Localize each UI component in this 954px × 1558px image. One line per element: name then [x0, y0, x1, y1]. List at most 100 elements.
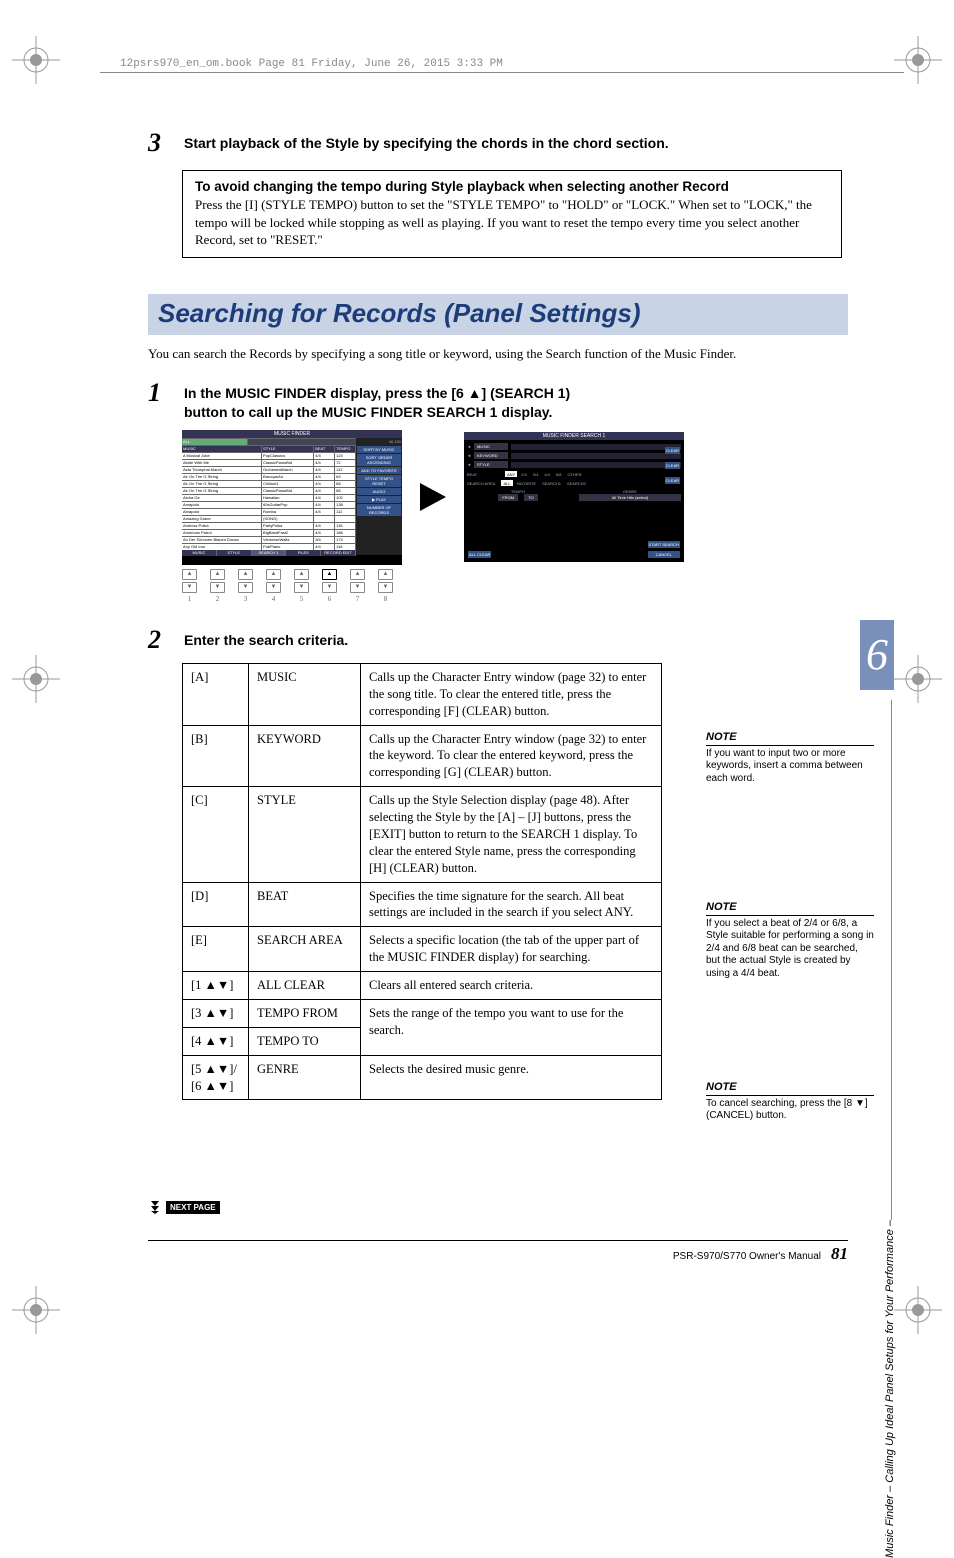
note-box-body: Press the [I] (STYLE TEMPO) button to se… — [195, 196, 829, 249]
bottom-style: STYLE — [217, 550, 252, 556]
criteria-key: [5 ▲▼]/ [6 ▲▼] — [183, 1055, 249, 1100]
reg-mark-bl — [12, 1286, 60, 1334]
criteria-row: [E]SEARCH AREASelects a specific locatio… — [183, 927, 662, 972]
note-title: NOTE — [706, 731, 874, 746]
header-rule — [100, 72, 904, 73]
button-number: 2 — [216, 595, 220, 603]
note-body: If you want to input two or more keyword… — [706, 748, 874, 786]
page-footer: PSR-S970/S770 Owner's Manual 81 — [148, 1244, 848, 1264]
criteria-name: STYLE — [249, 787, 361, 882]
button-number: 3 — [244, 595, 248, 603]
criteria-name: KEYWORD — [249, 725, 361, 787]
criteria-row: [D]BEATSpecifies the time signature for … — [183, 882, 662, 927]
side-note-cancel: NOTE To cancel searching, press the [8 ▼… — [706, 1081, 874, 1123]
criteria-row: [A]MUSICCalls up the Character Entry win… — [183, 663, 662, 725]
criteria-desc: Clears all entered search criteria. — [361, 972, 662, 1000]
criteria-row: [C]STYLECalls up the Style Selection dis… — [183, 787, 662, 882]
table-row: Abide With MeClassicPianoBld4/472 — [182, 459, 356, 466]
display1-title: MUSIC FINDER — [182, 430, 402, 438]
side-button: AUDIO — [357, 488, 401, 495]
beat-label: BEAT — [467, 472, 503, 477]
up-button[interactable]: ▲ — [182, 569, 197, 580]
search-field-music: ◄MUSIC — [467, 443, 681, 450]
down-button[interactable]: ▼ — [350, 582, 365, 593]
col-beat: BEAT — [314, 446, 335, 452]
criteria-desc: Sets the range of the tempo you want to … — [361, 999, 662, 1055]
down-button[interactable]: ▼ — [266, 582, 281, 593]
step-3: 3 Start playback of the Style by specify… — [148, 130, 848, 156]
step-number: 2 — [148, 627, 170, 653]
reg-mark-tl — [12, 36, 60, 84]
col-style: STYLE — [262, 446, 314, 452]
display-row: MUSIC FINDER ALL MUSIC STYLE BEAT TEMPO … — [182, 430, 848, 565]
clear-button: CLEAR — [665, 462, 680, 469]
up-button[interactable]: ▲ — [294, 569, 309, 580]
criteria-key: [4 ▲▼] — [183, 1027, 249, 1055]
criteria-key: [D] — [183, 882, 249, 927]
side-button: ADD TO FAVORITE — [357, 467, 401, 474]
vertical-chapter-label: Music Finder – Calling Up Ideal Panel Se… — [884, 1220, 896, 1558]
genre-value: All Time Hits (select) — [579, 494, 681, 501]
cancel-button: CANCEL — [648, 551, 680, 558]
criteria-key: [B] — [183, 725, 249, 787]
bottom-search: SEARCH 1 — [252, 550, 287, 556]
down-button[interactable]: ▼ — [210, 582, 225, 593]
criteria-key: [1 ▲▼] — [183, 972, 249, 1000]
panel-button-col-7: ▲▼7 — [350, 569, 365, 603]
reg-mark-tr — [894, 36, 942, 84]
down-button[interactable]: ▼ — [294, 582, 309, 593]
panel-button-col-3: ▲ ▼ 3 — [238, 569, 253, 603]
chapter-tab: 6 — [860, 620, 894, 690]
tempo-from: FROM — [498, 494, 518, 501]
area-option: SEARCH2 — [565, 480, 588, 486]
up-button[interactable]: ▲ — [322, 569, 337, 580]
beat-option: 4/4 — [542, 471, 552, 477]
beat-option: 6/8 — [554, 471, 564, 477]
side-button: SORT ORDER ASCENDING — [357, 454, 401, 466]
note-title: NOTE — [706, 901, 874, 916]
step-number: 3 — [148, 130, 170, 156]
up-button[interactable]: ▲ — [238, 569, 253, 580]
side-button: ▶ PLAY — [357, 496, 401, 503]
section-banner: Searching for Records (Panel Settings) — [148, 294, 848, 335]
panel-button-col-5: ▲ ▼ 5 — [294, 569, 309, 603]
table-row: An Der Schonen Blauen DonauVienneseWaltz… — [182, 536, 356, 543]
down-button[interactable]: ▼ — [378, 582, 393, 593]
right-margin-rule — [891, 700, 892, 1220]
table-row: AmapolaRumba4/4112 — [182, 508, 356, 515]
side-note-keyword: NOTE If you want to input two or more ke… — [706, 731, 874, 785]
up-button[interactable]: ▲ — [350, 569, 365, 580]
area-option: FAVORITE — [515, 480, 538, 486]
footer-page-number: 81 — [831, 1244, 848, 1264]
criteria-table: [A]MUSICCalls up the Character Entry win… — [182, 663, 662, 1101]
table-row: American PatrolBigBandFast24/4186 — [182, 529, 356, 536]
print-header: 12psrs970_en_om.book Page 81 Friday, Jun… — [120, 58, 503, 70]
table-row: Amboss PolkaPartyPolka4/4116 — [182, 522, 356, 529]
section-intro: You can search the Records by specifying… — [148, 345, 848, 363]
beat-option: 3/4 — [531, 471, 541, 477]
up-button[interactable]: ▲ — [210, 569, 225, 580]
criteria-row: [B]KEYWORDCalls up the Character Entry w… — [183, 725, 662, 787]
criteria-desc: Selects the desired music genre. — [361, 1055, 662, 1100]
section-title: Searching for Records (Panel Settings) — [158, 298, 838, 329]
criteria-name: ALL CLEAR — [249, 972, 361, 1000]
down-button[interactable]: ▼ — [322, 582, 337, 593]
chapter-number: 6 — [866, 633, 888, 677]
button-number: 5 — [300, 595, 304, 603]
criteria-name: TEMPO TO — [249, 1027, 361, 1055]
criteria-row: [3 ▲▼]TEMPO FROMSets the range of the te… — [183, 999, 662, 1027]
step-text: Start playback of the Style by specifyin… — [184, 130, 669, 156]
down-button[interactable]: ▼ — [182, 582, 197, 593]
criteria-table-wrap: [A]MUSICCalls up the Character Entry win… — [182, 663, 662, 1101]
side-button: NUMBER OF RECORDS — [357, 504, 401, 516]
side-note-beat: NOTE If you select a beat of 2/4 or 6/8,… — [706, 901, 874, 980]
button-number: 1 — [188, 595, 192, 603]
area-label: SEARCH AREA — [467, 481, 495, 486]
music-finder-display: MUSIC FINDER ALL MUSIC STYLE BEAT TEMPO … — [182, 430, 402, 565]
search-display: MUSIC FINDER SEARCH 1 ◄MUSIC◄KEYWORD◄STY… — [464, 432, 684, 562]
up-button[interactable]: ▲ — [266, 569, 281, 580]
down-button[interactable]: ▼ — [238, 582, 253, 593]
reg-mark-br — [894, 1286, 942, 1334]
up-button[interactable]: ▲ — [378, 569, 393, 580]
criteria-desc: Selects a specific location (the tab of … — [361, 927, 662, 972]
